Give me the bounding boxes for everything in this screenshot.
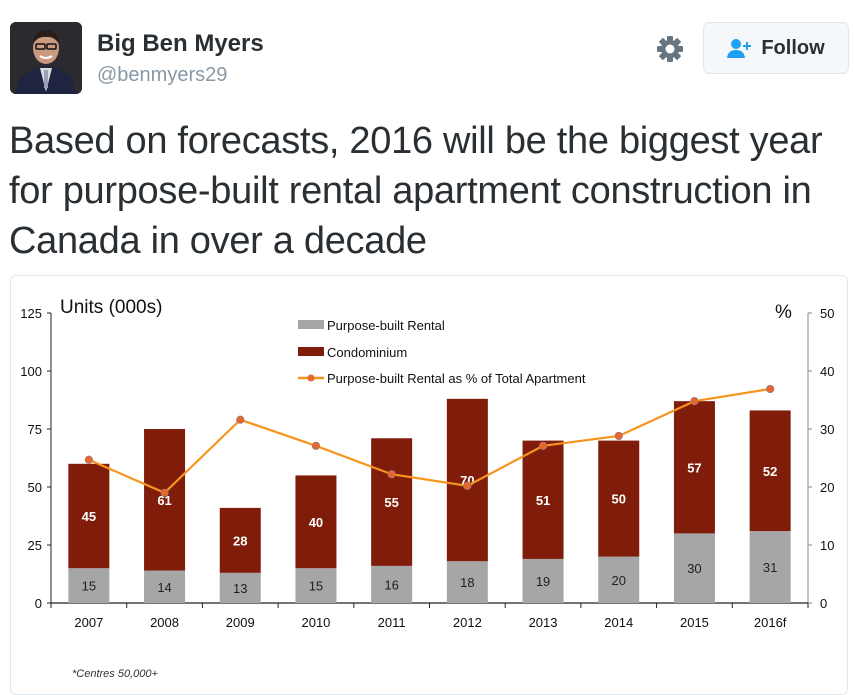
profile-photo-icon: [10, 22, 82, 94]
bar-rental: [68, 568, 110, 603]
line-marker: [236, 415, 245, 424]
line-marker: [463, 481, 472, 490]
bar-condominium: [598, 440, 640, 557]
bar-rental: [598, 556, 640, 603]
y2-tick-label: 30: [820, 422, 834, 437]
y-tick-label: 50: [28, 480, 42, 495]
bar-label-rental: 15: [309, 579, 323, 594]
legend-label-percent: Purpose-built Rental as % of Total Apart…: [327, 371, 586, 386]
x-tick-label: 2010: [301, 615, 330, 630]
line-marker: [387, 470, 396, 479]
add-user-icon: [727, 39, 752, 58]
bar-label-rental: 20: [612, 573, 626, 588]
bar-label-condominium: 52: [763, 464, 777, 479]
user-name[interactable]: Big Ben Myers: [97, 30, 264, 57]
chart-legend: Purpose-built Rental Condominium Purpose…: [298, 318, 586, 386]
tweet-text: Based on forecasts, 2016 will be the big…: [9, 120, 823, 262]
x-tick-label: 2008: [150, 615, 179, 630]
x-tick-label: 2011: [378, 615, 406, 630]
bar-label-condominium: 51: [536, 493, 550, 508]
y-tick-label: 0: [35, 596, 42, 611]
line-marker: [614, 431, 623, 441]
legend-label-condo: Condominium: [327, 345, 407, 360]
gear-icon[interactable]: [654, 33, 686, 65]
bar-label-condominium: 45: [82, 509, 96, 524]
chart-footnote: *Centres 50,000+: [72, 668, 158, 680]
y-tick-label: 75: [28, 422, 42, 437]
y-tick-label: 25: [28, 538, 42, 553]
x-tick-label: 2015: [680, 615, 709, 630]
bar-label-rental: 14: [157, 580, 171, 595]
y2-tick-label: 20: [820, 480, 834, 495]
y-tick-label: 125: [20, 306, 42, 321]
bar-condominium: [371, 438, 413, 566]
bar-condominium: [295, 475, 337, 569]
bar-label-rental: 15: [82, 579, 96, 594]
y2-axis-label: %: [775, 302, 792, 323]
line-marker: [84, 455, 93, 464]
bar-label-rental: 18: [460, 575, 474, 590]
bar-label-rental: 13: [233, 581, 247, 596]
bar-rental: [446, 561, 488, 603]
line-marker: [160, 488, 169, 497]
x-tick-label: 2013: [529, 615, 558, 630]
follow-button[interactable]: Follow: [703, 22, 849, 74]
line-marker: [766, 384, 775, 394]
bar-label-condominium: 57: [687, 460, 701, 475]
bar-label-rental: 30: [687, 561, 701, 576]
bar-rental: [371, 565, 413, 603]
x-tick-label: 2016f: [754, 615, 787, 630]
bar-rental: [219, 572, 261, 603]
bar-condominium: [446, 398, 488, 562]
y2-tick-label: 0: [820, 596, 827, 611]
bar-rental: [295, 568, 337, 603]
y-axis-label: Units (000s): [60, 297, 162, 318]
user-handle[interactable]: @benmyers29: [97, 64, 228, 86]
chart-line: [84, 384, 775, 497]
avatar[interactable]: [10, 22, 82, 94]
bar-label-condominium: 28: [233, 533, 247, 548]
bar-label-rental: 16: [384, 577, 398, 592]
follow-label: Follow: [761, 36, 825, 59]
bar-condominium: [144, 429, 186, 571]
legend-swatch-percent-marker: [307, 374, 315, 382]
legend-label-rental: Purpose-built Rental: [327, 318, 445, 333]
x-tick-label: 2007: [74, 615, 103, 630]
bar-label-rental: 19: [536, 574, 550, 589]
legend-swatch-condo: [298, 347, 324, 356]
bar-label-condominium: 50: [612, 492, 626, 507]
bar-condominium: [522, 440, 564, 559]
bar-label-condominium: 61: [157, 493, 171, 508]
line-marker: [311, 441, 321, 450]
x-tick-label: 2009: [226, 615, 255, 630]
bar-condominium: [68, 463, 110, 569]
line-marker: [538, 441, 548, 450]
legend-swatch-rental: [298, 320, 324, 329]
bar-condominium: [219, 507, 261, 573]
bar-rental: [673, 533, 715, 603]
x-tick-label: 2014: [604, 615, 633, 630]
bar-label-condominium: 40: [309, 515, 323, 530]
bar-rental: [749, 531, 791, 603]
line-percent-rental: [88, 387, 771, 495]
bar-condominium: [749, 410, 791, 532]
x-tick-label: 2012: [453, 615, 482, 630]
y2-tick-label: 40: [820, 364, 834, 379]
y2-tick-label: 50: [820, 306, 834, 321]
y2-tick-label: 10: [820, 538, 834, 553]
bar-rental: [144, 570, 186, 603]
bar-label-rental: 31: [763, 560, 777, 575]
bar-rental: [522, 558, 564, 603]
y-tick-label: 100: [20, 364, 42, 379]
bar-label-condominium: 55: [384, 495, 398, 510]
line-marker: [690, 397, 699, 406]
bar-condominium: [673, 401, 715, 534]
